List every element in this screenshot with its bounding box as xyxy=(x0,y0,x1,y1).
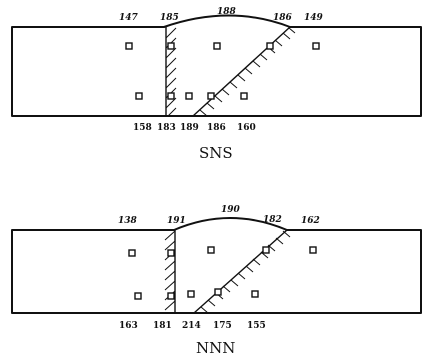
hatch-right xyxy=(199,27,296,117)
bottom-label: 189 xyxy=(180,123,199,133)
marker xyxy=(128,249,136,257)
specimen-outline xyxy=(11,14,422,117)
top-label: 149 xyxy=(304,13,324,23)
marker xyxy=(266,42,274,50)
measurement-markers xyxy=(125,42,320,100)
marker xyxy=(207,92,215,100)
marker xyxy=(134,292,142,300)
diagram-caption: SNS xyxy=(199,144,233,162)
bottom-label: 181 xyxy=(153,321,172,331)
marker xyxy=(167,92,175,100)
marker xyxy=(167,42,175,50)
hatch-left xyxy=(165,27,177,117)
top-label: 182 xyxy=(263,215,282,225)
marker xyxy=(251,290,259,298)
top-label: 188 xyxy=(217,7,237,17)
diagram-sns: 147 185 188 186 149 158 183 189 186 160 … xyxy=(11,7,422,162)
diagram-nnn: 138 191 190 182 162 163 181 214 175 155 … xyxy=(11,205,422,357)
marker xyxy=(214,288,222,296)
diagram-caption: NNN xyxy=(196,339,235,357)
top-label: 138 xyxy=(118,216,138,226)
marker xyxy=(167,292,175,300)
top-label: 191 xyxy=(167,216,186,226)
fusion-line-right xyxy=(193,229,288,314)
bottom-label: 160 xyxy=(237,123,256,133)
marker xyxy=(262,246,270,254)
marker xyxy=(312,42,320,50)
measurement-markers xyxy=(128,246,317,300)
marker xyxy=(207,246,215,254)
marker xyxy=(185,92,193,100)
bottom-label: 158 xyxy=(133,123,152,133)
top-label: 185 xyxy=(160,13,179,23)
bottom-label: 155 xyxy=(247,321,266,331)
hatch-right xyxy=(200,230,291,314)
bottom-label: 186 xyxy=(207,123,226,133)
marker xyxy=(125,42,133,50)
marker xyxy=(213,42,221,50)
bottom-label: 183 xyxy=(157,123,176,133)
bottom-label: 163 xyxy=(119,321,138,331)
top-label: 190 xyxy=(221,205,241,215)
marker xyxy=(135,92,143,100)
top-label: 162 xyxy=(301,216,320,226)
marker xyxy=(167,249,175,257)
marker xyxy=(240,92,248,100)
bottom-label: 214 xyxy=(182,321,201,331)
top-label: 147 xyxy=(119,13,139,23)
top-label: 186 xyxy=(273,13,293,23)
marker xyxy=(187,290,195,298)
fusion-line-right xyxy=(192,26,291,117)
specimen-outline xyxy=(11,217,422,314)
marker xyxy=(309,246,317,254)
bottom-label: 175 xyxy=(213,321,232,331)
